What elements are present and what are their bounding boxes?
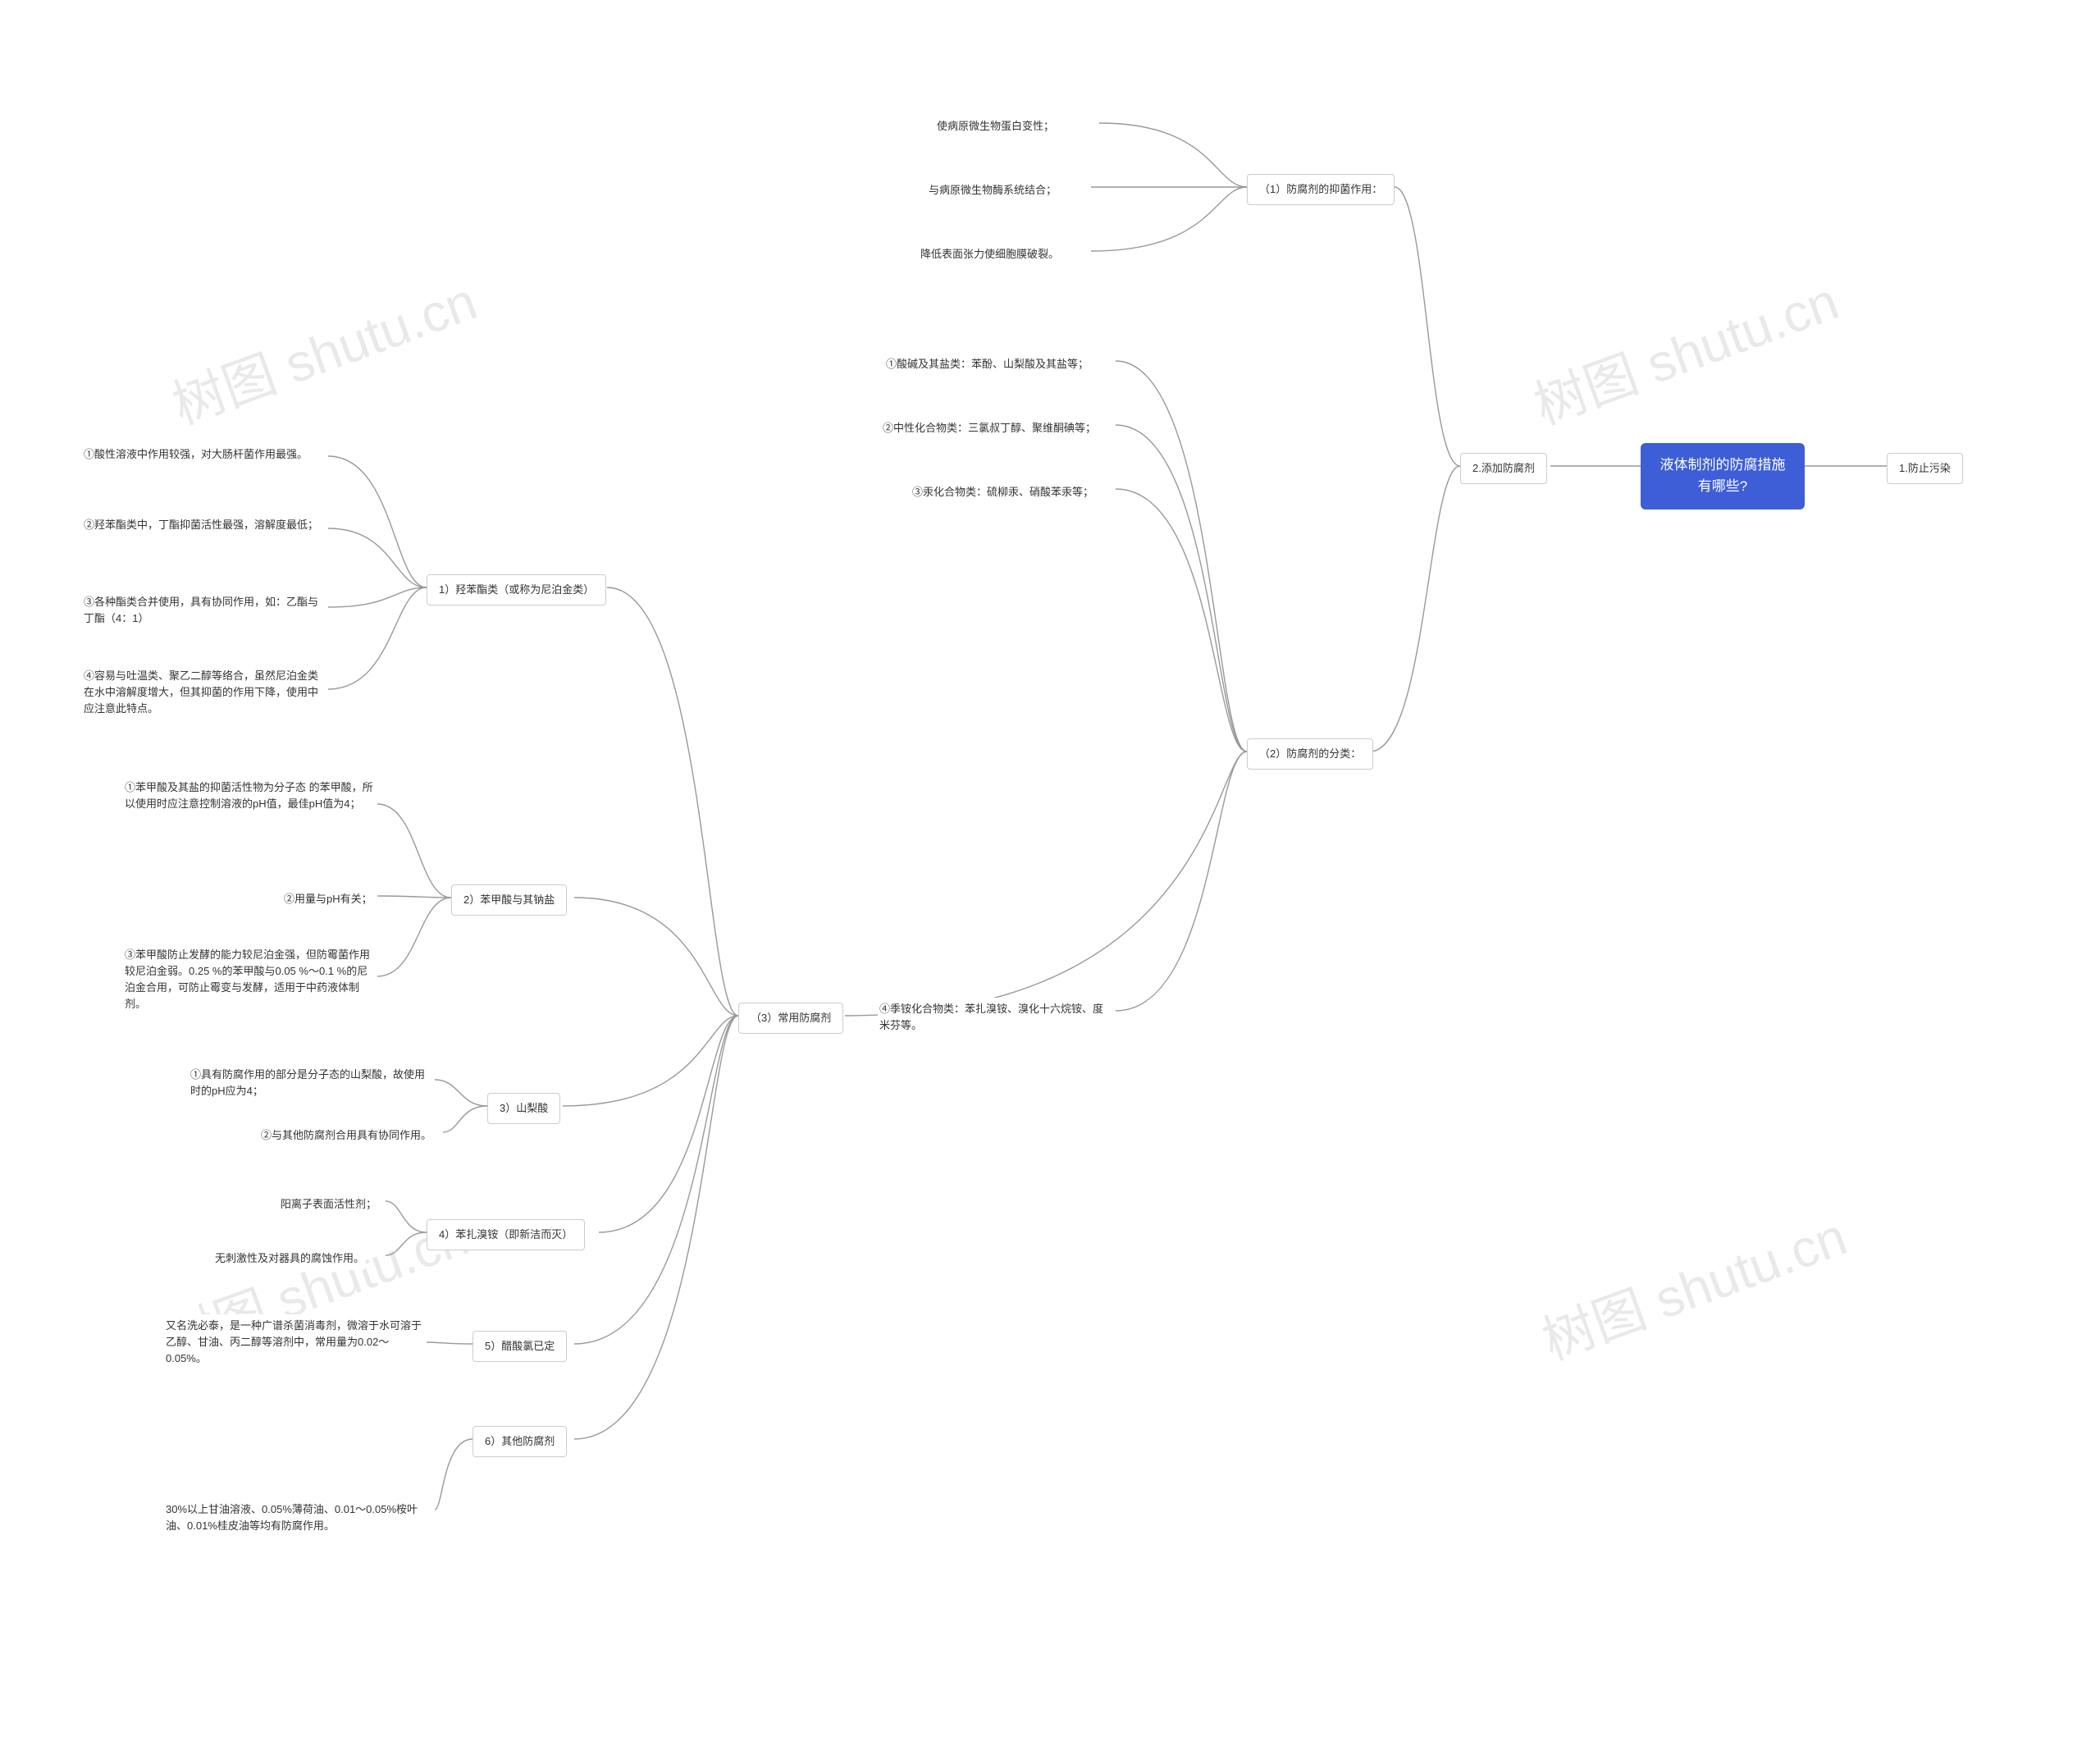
watermark: 树图 shutu.cn bbox=[1522, 259, 1847, 439]
leaf: 30%以上甘油溶液、0.05%薄荷油、0.01～0.05%桉叶油、0.01%桂皮… bbox=[164, 1498, 435, 1538]
leaf: 降低表面张力使细胞膜破裂。 bbox=[919, 243, 1061, 266]
root-node: 液体制剂的防腐措施有哪些? bbox=[1641, 443, 1805, 510]
node-other: 6）其他防腐剂 bbox=[472, 1426, 567, 1457]
leaf: ①苯甲酸及其盐的抑菌活性物为分子态 的苯甲酸，所以使用时应注意控制溶液的pH值，… bbox=[123, 776, 377, 816]
leaf: ③苯甲酸防止发酵的能力较尼泊金强，但防霉菌作用较尼泊金弱。0.25 %的苯甲酸与… bbox=[123, 944, 377, 1017]
leaf: 与病原微生物酶系统结合； bbox=[927, 179, 1058, 202]
watermark: 树图 shutu.cn bbox=[161, 259, 486, 439]
leaf: 使病原微生物蛋白变性； bbox=[935, 115, 1056, 138]
branch-add-preservative: 2.添加防腐剂 bbox=[1460, 453, 1547, 484]
leaf: ①酸性溶液中作用较强，对大肠杆菌作用最强。 bbox=[82, 443, 309, 466]
node-sorbic: 3）山梨酸 bbox=[487, 1093, 560, 1124]
watermark: 树图 shutu.cn bbox=[1531, 1195, 1856, 1374]
node-benzoic: 2）苯甲酸与其钠盐 bbox=[451, 884, 567, 916]
node-paraben: 1）羟苯酯类（或称为尼泊金类） bbox=[427, 574, 606, 605]
leaf: ②羟苯酯类中，丁酯抑菌活性最强，溶解度最低； bbox=[82, 514, 320, 537]
leaf: ④容易与吐温类、聚乙二醇等络合，虽然尼泊金类在水中溶解度增大，但其抑菌的作用下降… bbox=[82, 665, 328, 720]
node-benzalkonium: 4）苯扎溴铵（即新洁而灭） bbox=[427, 1219, 585, 1250]
leaf: 又名洗必泰，是一种广谱杀菌消毒剂，微溶于水可溶于乙醇、甘油、丙二醇等溶剂中，常用… bbox=[164, 1314, 427, 1370]
leaf: ④季铵化合物类：苯扎溴铵、溴化十六烷铵、度米芬等。 bbox=[878, 998, 1107, 1037]
leaf: 阳离子表面活性剂； bbox=[279, 1193, 378, 1216]
node-common-preservatives: （3）常用防腐剂 bbox=[738, 1003, 843, 1034]
leaf: ①具有防腐作用的部分是分子态的山梨酸，故使用时的pH应为4； bbox=[189, 1063, 435, 1103]
leaf: ①酸碱及其盐类：苯酚、山梨酸及其盐等； bbox=[884, 353, 1090, 376]
node-classification: （2）防腐剂的分类： bbox=[1247, 738, 1373, 770]
leaf: ③汞化合物类：硫柳汞、硝酸苯汞等； bbox=[911, 481, 1095, 504]
leaf: ③各种酯类合并使用，具有协同作用，如：乙酯与丁酯（4：1） bbox=[82, 591, 328, 630]
leaf: ②中性化合物类：三氯叔丁醇、聚维酮碘等； bbox=[881, 417, 1098, 440]
leaf: ②与其他防腐剂合用具有协同作用。 bbox=[259, 1124, 433, 1147]
leaf: ②用量与pH有关； bbox=[282, 888, 374, 911]
leaf: 无刺激性及对器具的腐蚀作用。 bbox=[213, 1247, 366, 1270]
node-inhibition: （1）防腐剂的抑菌作用： bbox=[1247, 174, 1395, 205]
node-chlorhexidine: 5）醋酸氯已定 bbox=[472, 1331, 567, 1362]
branch-prevent-pollution: 1.防止污染 bbox=[1887, 453, 1963, 484]
